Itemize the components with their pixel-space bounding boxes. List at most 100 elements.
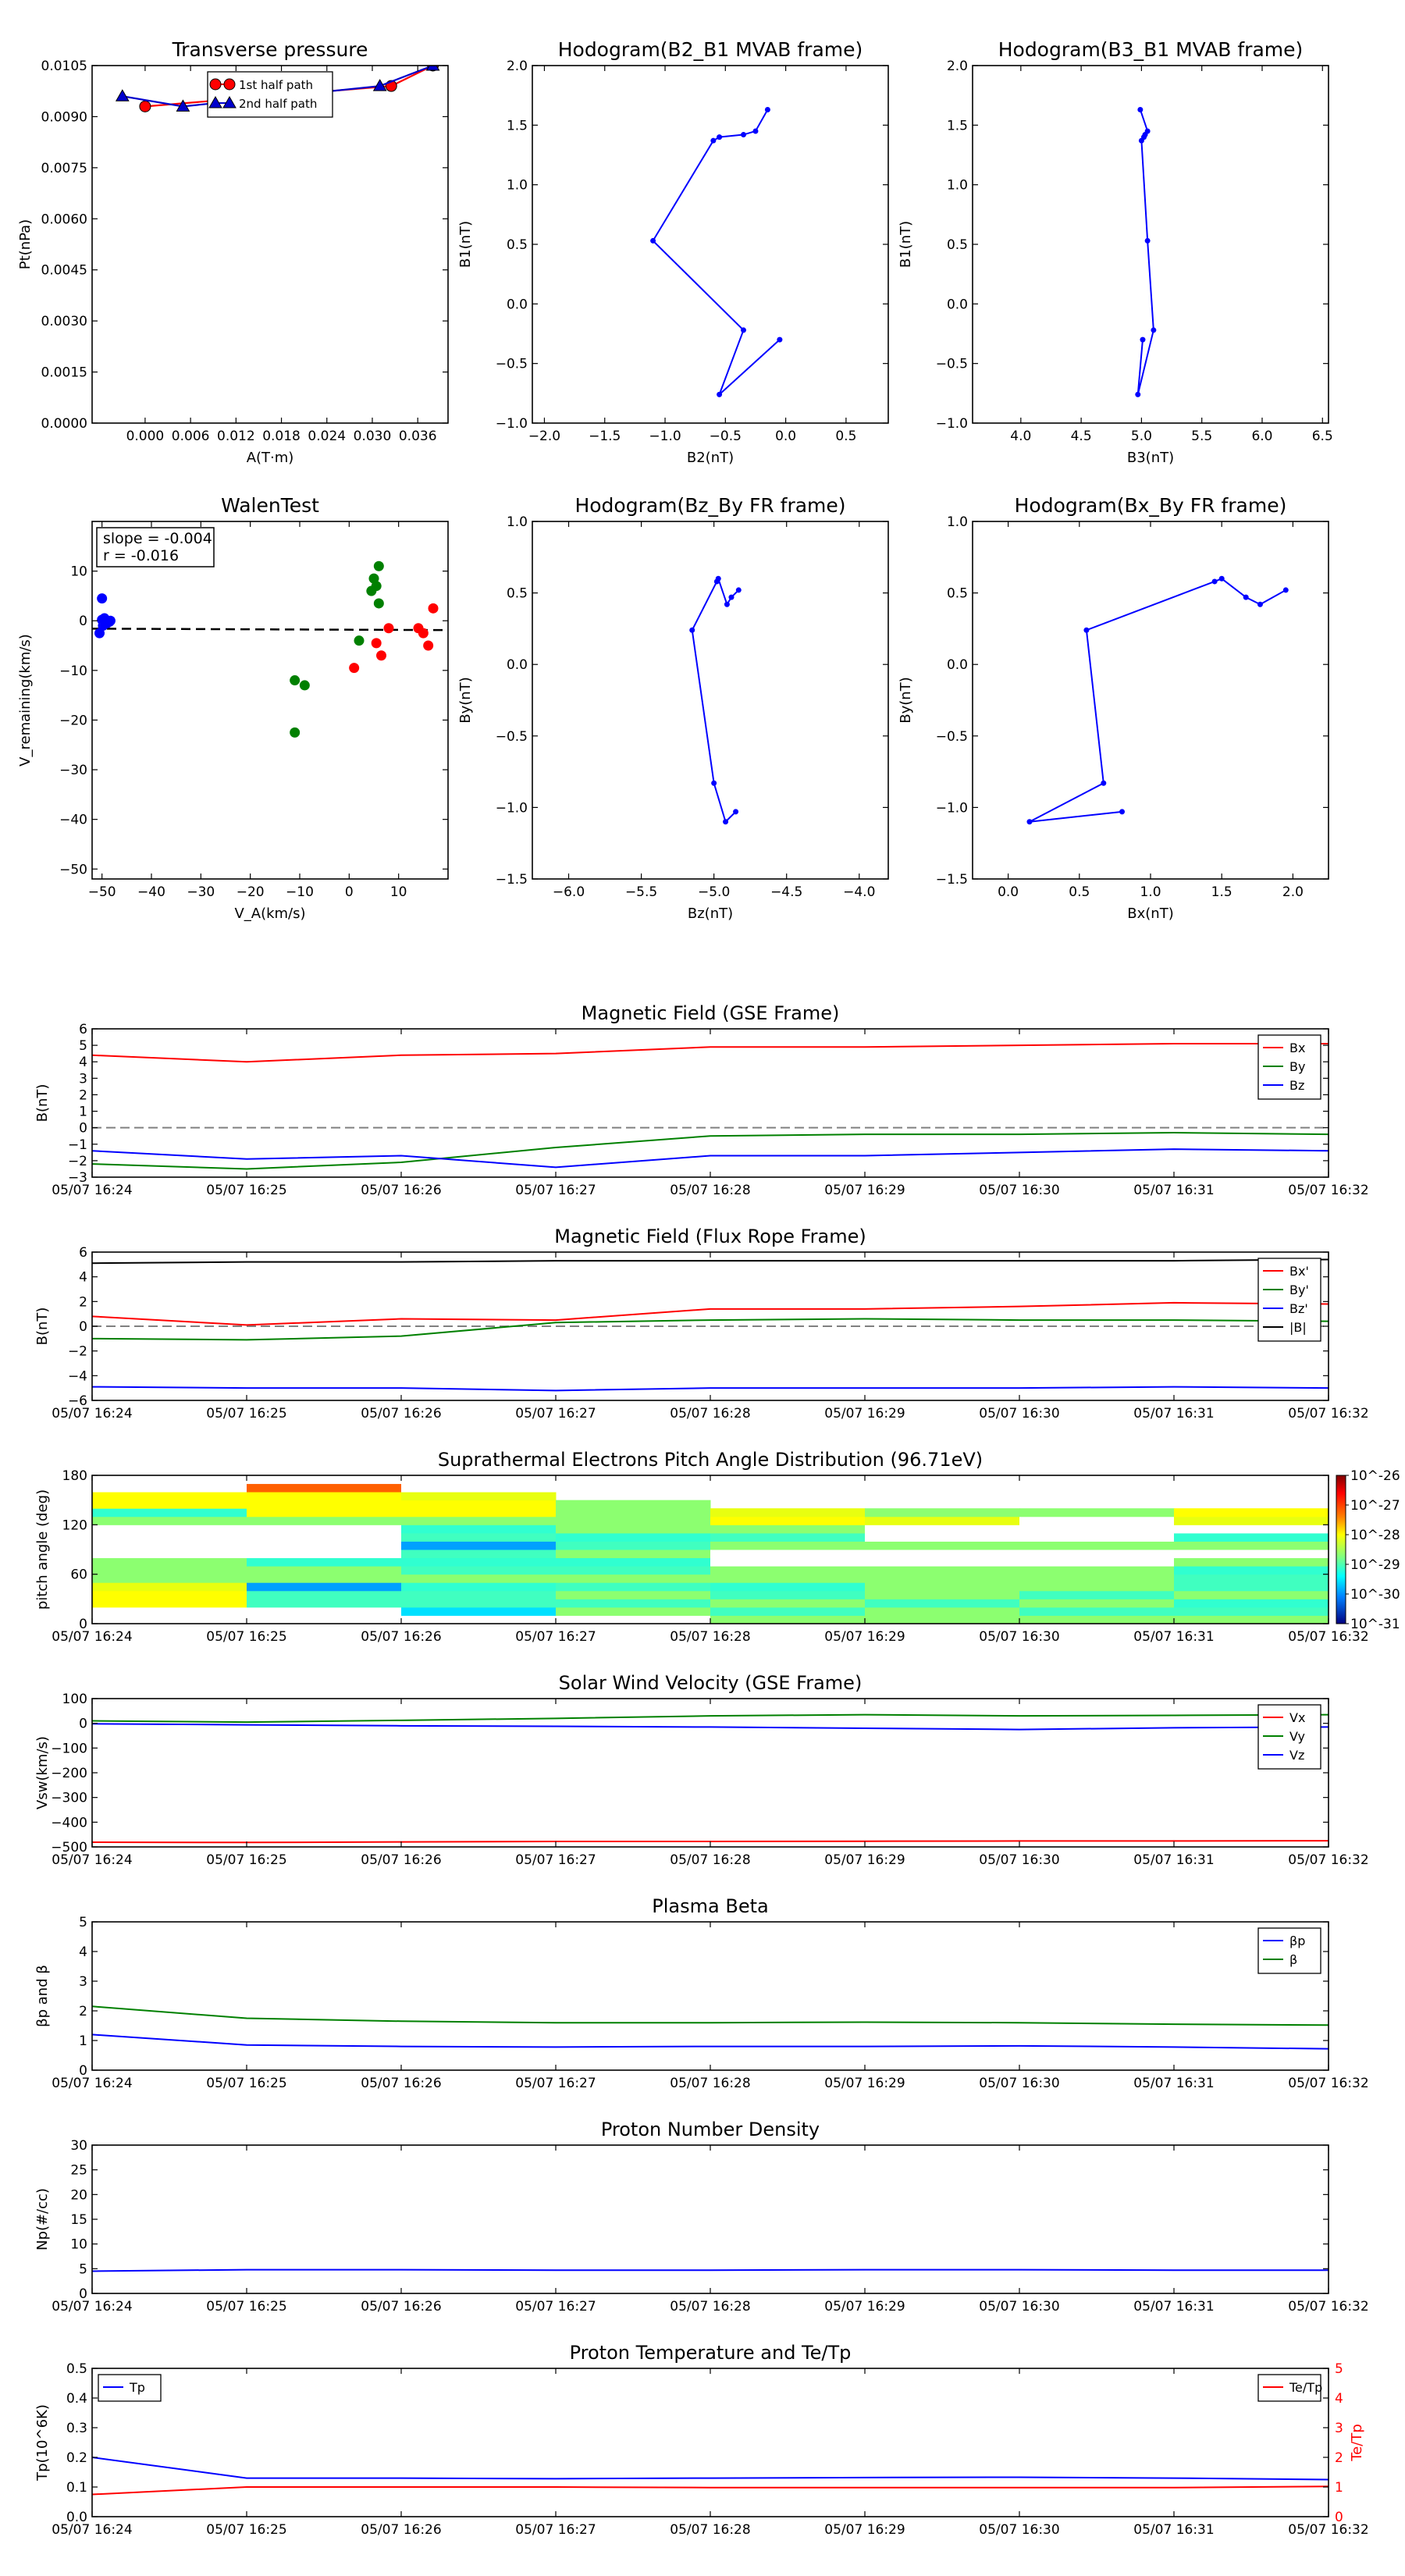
x-tick-label: 05/07 16:29 — [824, 1406, 905, 1421]
heatmap-cell — [1174, 1550, 1329, 1559]
chart-pitch-angle: Suprathermal Electrons Pitch Angle Distr… — [34, 1449, 1400, 1645]
heatmap-cell — [556, 1557, 711, 1567]
series-line-0 — [1136, 109, 1154, 395]
heatmap-cell — [1019, 1508, 1175, 1517]
y-tick-label: −100 — [51, 1741, 87, 1756]
x-tick-label: 05/07 16:29 — [824, 2299, 905, 2314]
chart-title: Hodogram(B2_B1 MVAB frame) — [558, 38, 863, 61]
y-tick-label: 2 — [79, 1087, 87, 1103]
heatmap-cell — [247, 1483, 402, 1493]
x-tick-label: 0.024 — [308, 429, 346, 444]
data-point — [710, 137, 717, 144]
series-line-TeTp — [92, 2485, 1329, 2496]
x-tick-label: 05/07 16:31 — [1133, 2076, 1214, 2091]
x-tick-label: 05/07 16:25 — [206, 2076, 286, 2091]
data-point — [715, 575, 721, 582]
plot-frame — [91, 65, 449, 424]
x-tick-label: 0.000 — [126, 429, 165, 444]
legend-marker — [222, 95, 237, 109]
heatmap-cell — [1019, 1550, 1175, 1559]
y-tick-label: 4 — [79, 1944, 87, 1960]
heatmap-cell — [1174, 1557, 1329, 1567]
y-right-tick-label: 2 — [1335, 2450, 1343, 2466]
x-tick-label: 05/07 16:30 — [979, 2076, 1059, 2091]
x-tick-label: 05/07 16:28 — [670, 1852, 750, 1868]
y-axis-label: By(nT) — [898, 677, 914, 723]
y-tick-label: 15 — [70, 2212, 87, 2228]
plot-frame — [91, 2144, 1329, 2294]
x-tick-label: 05/07 16:30 — [979, 2522, 1059, 2538]
y-tick-label: −1.0 — [496, 800, 528, 816]
y-tick-label: −1.5 — [936, 872, 968, 888]
y-tick-label: 25 — [70, 2163, 87, 2179]
heatmap-cell — [92, 1475, 247, 1485]
y-tick-label: 1.0 — [507, 178, 528, 194]
scatter-point — [97, 593, 108, 604]
x-tick-label: 05/07 16:24 — [52, 1406, 132, 1421]
x-tick-label: 05/07 16:27 — [515, 2522, 596, 2538]
legend-label: Te/Tp — [1289, 2380, 1322, 2395]
series-line-Tp — [92, 2457, 1329, 2481]
heatmap-cell — [865, 1606, 1020, 1616]
y-axis-label: Np(#/cc) — [34, 2188, 51, 2250]
y-tick-label: 0 — [79, 614, 87, 629]
x-tick-label: −6.0 — [553, 884, 585, 900]
heatmap-cell — [1019, 1566, 1175, 1575]
x-tick-label: 05/07 16:30 — [979, 2299, 1059, 2314]
heatmap-cell — [401, 1541, 557, 1550]
heatmap-cell — [401, 1492, 557, 1501]
chart-title: Transverse pressure — [172, 38, 368, 61]
scatter-point — [299, 680, 310, 691]
data-point — [1218, 575, 1225, 582]
x-tick-label: 05/07 16:24 — [52, 2299, 132, 2314]
annotation-line: r = -0.016 — [103, 547, 179, 564]
heatmap-cell — [92, 1500, 247, 1509]
heatmap-cell — [710, 1532, 866, 1542]
chart-transverse-pressure: Transverse pressure 0.0000 0.0015 0.0030 0.0… — [17, 38, 449, 466]
x-tick-label: −4.0 — [843, 884, 875, 900]
x-tick-label: −20 — [237, 884, 265, 900]
y-tick-label: 0.5 — [66, 2361, 87, 2377]
y-tick-label: −40 — [59, 813, 87, 828]
heatmap-cell — [1174, 1574, 1329, 1583]
heatmap-cell — [92, 1516, 247, 1525]
heatmap-cell — [865, 1541, 1020, 1550]
y-tick-label: 2 — [79, 2004, 87, 2019]
scatter-point — [418, 628, 429, 639]
chart-title: Proton Number Density — [601, 2119, 820, 2140]
x-tick-label: 05/07 16:30 — [979, 1183, 1059, 1198]
x-tick-label: 05/07 16:26 — [361, 2522, 441, 2538]
y-tick-label: −20 — [59, 713, 87, 728]
heatmap-cell — [401, 1475, 557, 1485]
data-point — [115, 89, 130, 101]
data-point — [1144, 237, 1151, 244]
x-tick-label: −0.5 — [710, 429, 742, 444]
legend-label: 2nd half path — [239, 97, 317, 111]
data-layer — [92, 2457, 1329, 2496]
x-tick-label: 0.030 — [354, 429, 392, 444]
x-axis-label: V_A(km/s) — [234, 906, 305, 922]
y-tick-label: 2.0 — [947, 59, 968, 74]
heatmap-cell — [92, 1541, 247, 1550]
data-point — [1144, 128, 1151, 134]
heatmap-cell — [247, 1516, 402, 1525]
y-tick-label: 1.5 — [947, 118, 968, 133]
legend: βp β — [1257, 1927, 1321, 1974]
x-tick-label: 05/07 16:31 — [1133, 1629, 1214, 1645]
legend: Tp — [98, 2374, 162, 2402]
x-tick-label: 0.012 — [217, 429, 255, 444]
y-tick-label: 3 — [79, 1071, 87, 1087]
data-layer — [1135, 106, 1157, 397]
y-tick-label: 6 — [79, 1245, 87, 1261]
chart-title: Solar Wind Velocity (GSE Frame) — [559, 1672, 863, 1694]
heatmap-cell — [710, 1508, 866, 1517]
heatmap-cell — [865, 1566, 1020, 1575]
heatmap-cell — [92, 1574, 247, 1583]
y-tick-label: 0.0 — [507, 657, 528, 673]
scatter-point — [290, 675, 301, 686]
data-point — [372, 79, 387, 91]
y-tick-label: 180 — [62, 1468, 87, 1484]
heatmap-cell — [710, 1582, 866, 1592]
heatmap-cell — [401, 1606, 557, 1616]
heatmap-cell — [865, 1615, 1020, 1624]
